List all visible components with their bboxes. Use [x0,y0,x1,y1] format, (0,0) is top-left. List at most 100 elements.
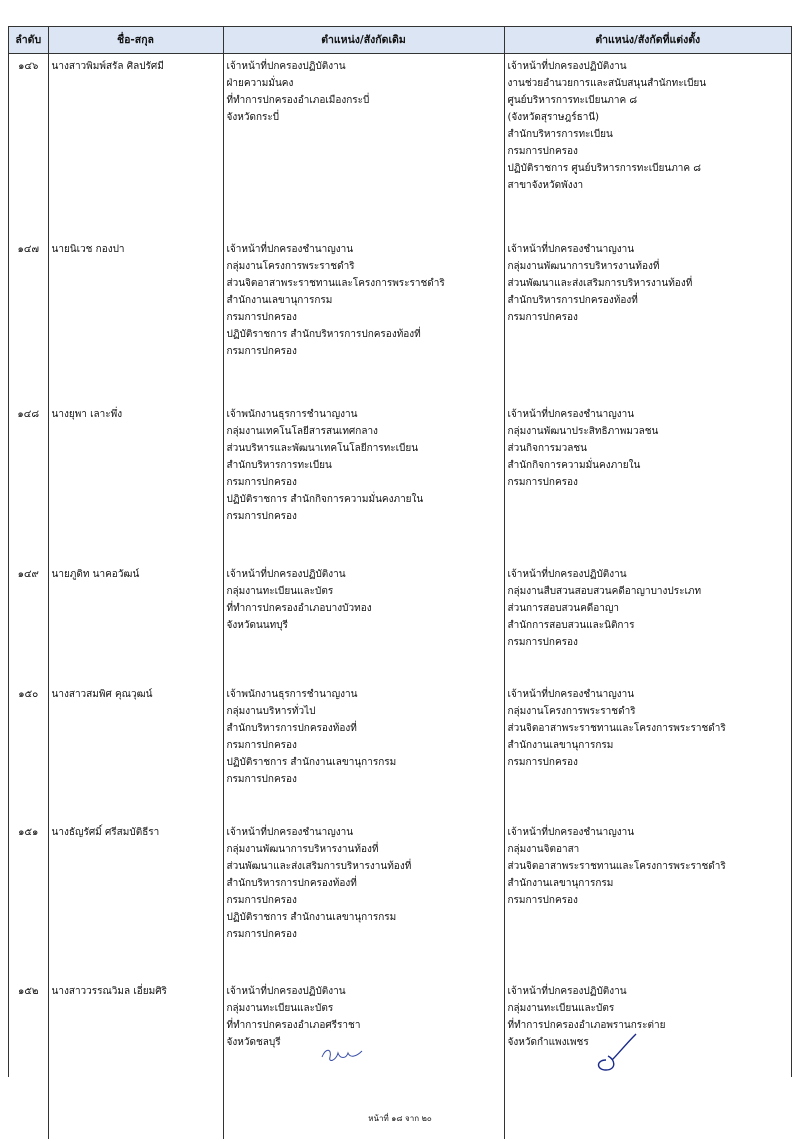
position-line: สำนักบริหารการทะเบียน [226,459,332,471]
position-line: กลุ่มงานสืบสวนสอบสวนคดีอาญาบางประเภท [507,585,702,597]
column-header: ลำดับ [9,27,48,54]
position-line: สำนักงานเลขานุการกรม [226,294,333,306]
position-line: กรมการปกครอง [226,476,297,488]
position-line: จังหวัดกระบี่ [226,112,280,123]
previous-position: เจ้าหน้าที่ปกครองชำนาญงาน กลุ่มงานพัฒนากา… [222,819,504,979]
row-number: ๑๕๑ [18,826,39,838]
position-line: สำนักบริหารการปกครองท้องที่ [226,722,357,734]
table-row: ๑๕๑ นางธัญรัศมิ์ ศรีสมบัติธีรา เจ้าหน้าที่… [9,819,791,979]
position-line: สำนักงานเลขานุการกรม [507,739,614,751]
appointed-position: เจ้าหน้าที่ปกครองชำนาญงาน กลุ่มงานจิตอาสา… [503,819,791,979]
position-line: ปฏิบัติราชการ สำนักงานเลขานุการกรม [226,756,397,768]
position-line: กรมการปกครอง [507,756,578,768]
position-line: เจ้าหน้าที่ปกครองชำนาญงาน [507,243,635,255]
position-line: กรมการปกครอง [226,739,297,751]
position-line: เจ้าหน้าที่ปกครองชำนาญงาน [507,688,635,700]
row-number: ๑๔๗ [17,243,39,255]
position-line: กรมการปกครอง [226,773,297,785]
position-line: ที่ทำการปกครองอำเภอบางบัวทอง [226,602,372,614]
row-number: ๑๕๒ [17,985,39,997]
signature [321,1049,363,1061]
person-name: นางยุพา เลาะพึ่ง [47,401,223,562]
position-line: สาขาจังหวัดพังงา [507,180,584,191]
previous-position: เจ้าหน้าที่ปกครองปฏิบัติงานกลุ่มงานทะเบี… [222,561,504,682]
position-line: เจ้าพนักงานธุรการชำนาญงาน [226,408,358,420]
position-line: เจ้าหน้าที่ปกครองปฏิบัติงาน [507,568,627,580]
row-number: ๑๔๘ [17,408,40,420]
page-footer: หน้าที่ ๑๘ จาก ๒๐ [368,1114,432,1123]
appointment-table: ลำดับ ชื่อ-สกุล ตำแหน่ง/สังกัดเดิม ตำแหน่ง/… [9,27,791,1139]
position-line: เจ้าหน้าที่ปกครองปฏิบัติงาน [507,985,627,997]
position-line: เจ้าหน้าที่ปกครองชำนาญงาน [507,408,635,420]
position-line: ที่ทำการปกครองอำเภอพรานกระต่าย [507,1019,666,1031]
table-row: ๑๔๘ นางยุพา เลาะพึ่ง เจ้าพนักงานธุรการชำนา… [9,401,791,562]
position-line: กรมการปกครอง [507,146,578,157]
position-line: กลุ่มงานทะเบียนและบัตร [226,585,334,597]
position-line: เจ้าหน้าที่ปกครองปฏิบัติงาน [226,985,346,997]
position-line: จังหวัดนนทบุรี [226,619,288,631]
position-line: ส่วนพัฒนาและส่งเสริมการบริหารงานท้องที่ [226,860,412,872]
appointed-position: เจ้าหน้าที่ปกครองปฏิบัติงาน งานช่วยอำนวยก… [503,53,791,237]
position-line: ส่วนพัฒนาและส่งเสริมการบริหารงานท้องที่ [507,277,693,289]
appointed-position: เจ้าหน้าที่ปกครองปฏิบัติงานกลุ่มงานสืบสว… [503,561,791,682]
position-line: สำนักบริหารการปกครองท้องที่ [226,877,357,889]
appointed-position: เจ้าหน้าที่ปกครองชำนาญงานกลุ่มงานโครงการ… [503,681,791,820]
row-number: ๑๔๖ [18,61,39,72]
previous-position: เจ้าพนักงานธุรการชำนาญงาน กลุ่มงานบริหารท… [222,681,504,820]
position-line: กรมการปกครอง [226,311,297,323]
position-line: กรมการปกครอง [507,476,578,488]
table-row: ๑๔๗ นายนิเวช กองปา เจ้าหน้าที่ปกครองชำนาญง… [9,236,791,402]
position-line: กลุ่มงานเทคโนโลยีสารสนเทศกลาง [226,425,378,437]
appointed-position: เจ้าหน้าที่ปกครองชำนาญงาน กลุ่มงานพัฒนากา… [503,236,791,402]
position-line: เจ้าหน้าที่ปกครองชำนาญงาน [226,243,354,255]
column-header: ตำแหน่ง/สังกัดเดิม [222,27,504,54]
position-line: ปฏิบัติราชการ ศูนย์บริหารการทะเบียนภาค ๘ [507,163,702,174]
position-line: ฝ่ายความมั่นคง [226,78,294,89]
position-line: กลุ่มงานโครงการพระราชดำริ [507,705,636,717]
position-line: สำนักบริหารการปกครองท้องที่ [507,294,638,306]
signature [597,1033,637,1071]
person-name: นายภูดิท นาคอวัฒน์ [47,561,223,682]
position-line: ส่วนบริหารและพัฒนาเทคโนโลยีการทะเบียน [226,442,419,454]
position-line: ส่วนจิตอาสาพระราชทานและโครงการพระราชดำริ [226,277,445,289]
position-line: ที่ทำการปกครองอำเภอเมืองกระบี่ [226,95,370,106]
position-line: ที่ทำการปกครองอำเภอศรีราชา [226,1019,361,1031]
row-number: ๑๔๙ [17,568,39,580]
appointed-position: เจ้าหน้าที่ปกครองชำนาญงานกลุ่มงานพัฒนาปร… [503,401,791,562]
position-line: จังหวัดกำแพงเพชร [507,1036,589,1048]
position-line: จังหวัดชลบุรี [226,1036,281,1048]
person-name: นางสาวพิมพ์สรัล ศิลปรัศมี [47,53,223,237]
position-line: ปฏิบัติราชการ สำนักบริหารการปกครองท้องที… [226,328,421,340]
position-line: สำนักกิจการความมั่นคงภายใน [507,459,641,471]
position-line: เจ้าหน้าที่ปกครองปฏิบัติงาน [507,61,627,72]
position-line: กลุ่มงานทะเบียนและบัตร [507,1002,615,1014]
person-name: นางสาวสมพิศ คุณวุฒน์ [47,681,223,820]
column-header: ชื่อ-สกุล [47,27,223,54]
table-row: ๑๕๐ นางสาวสมพิศ คุณวุฒน์ เจ้าพนักงานธุรการ… [9,681,791,820]
header-row: ลำดับ ชื่อ-สกุล ตำแหน่ง/สังกัดเดิม ตำแหน่ง/… [9,27,791,54]
position-line: กลุ่มงานพัฒนาการบริหารงานท้องที่ [226,843,379,855]
position-line: กรมการปกครอง [507,311,578,323]
previous-position: เจ้าหน้าที่ปกครองปฏิบัติงานกลุ่มงานทะเบี… [222,978,504,1139]
table-row: ๑๔๖ นางสาวพิมพ์สรัล ศิลปรัศมี เจ้าหน้าที่ป… [9,53,791,237]
position-line: ปฏิบัติราชการ สำนักกิจการความมั่นคงภายใน [226,493,424,505]
previous-position: เจ้าพนักงานธุรการชำนาญงานกลุ่มงานเทคโนโล… [222,401,504,562]
position-line: กรมการปกครอง [507,894,578,906]
position-line: กรมการปกครอง [507,636,578,648]
position-line: กลุ่มงานทะเบียนและบัตร [226,1002,334,1014]
table-row: ๑๔๙ นายภูดิท นาคอวัฒน์ เจ้าหน้าที่ปกครองปฏ… [9,561,791,682]
position-line: ปฏิบัติราชการ สำนักงานเลขานุการกรม [226,911,397,923]
position-line: ส่วนจิตอาสาพระราชทานและโครงการพระราชดำริ [507,860,726,872]
position-line: กลุ่มงานโครงการพระราชดำริ [226,260,355,272]
position-line: กลุ่มงานพัฒนาประสิทธิภาพมวลชน [507,425,659,437]
column-header: ตำแหน่ง/สังกัดที่แต่งตั้ง [503,27,791,54]
row-number: ๑๕๐ [18,688,39,700]
person-name: นายนิเวช กองปา [47,236,223,402]
position-line: เจ้าหน้าที่ปกครองปฏิบัติงาน [226,568,346,580]
position-line: กลุ่มงานจิตอาสา [507,843,580,855]
person-name: นางสาววรรณวิมล เอี่ยมศิริ [47,978,223,1139]
position-line: (จังหวัดสุราษฎร์ธานี) [507,112,600,123]
position-line: สำนักบริหารการทะเบียน [507,129,613,140]
position-line: กลุ่มงานบริหารทั่วไป [226,705,316,717]
